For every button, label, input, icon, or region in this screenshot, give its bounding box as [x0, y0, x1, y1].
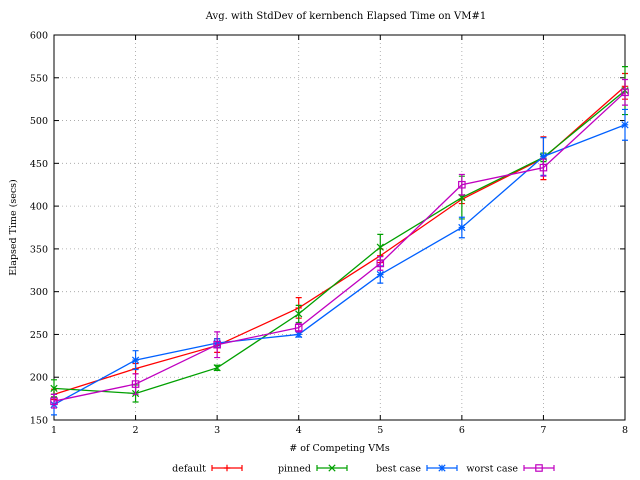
- series-pinned: [50, 66, 629, 403]
- legend-label: best case: [376, 464, 421, 475]
- data-point: [621, 121, 629, 129]
- x-tick-label: 7: [540, 425, 546, 436]
- data-point: [131, 356, 140, 364]
- series-line: [53, 90, 626, 395]
- data-point: [295, 310, 303, 318]
- series-line: [53, 124, 626, 406]
- x-axis-label: # of Competing VMs: [289, 443, 390, 454]
- data-point: [621, 88, 629, 97]
- data-point: [50, 397, 58, 405]
- data-point: [294, 323, 303, 332]
- legend-item: pinned: [278, 464, 348, 475]
- legend-swatch: [523, 465, 555, 471]
- series-layer: [50, 66, 629, 416]
- legend-item: worst case: [466, 464, 555, 475]
- data-point: [50, 384, 58, 392]
- x-tick-label: 2: [133, 425, 139, 436]
- legend: default pinned best case worst case: [172, 464, 555, 475]
- series-best-case: [50, 108, 629, 416]
- x-tick-label: 5: [377, 425, 383, 436]
- x-tick-label: 1: [51, 425, 57, 436]
- data-point: [376, 259, 385, 268]
- y-tick-label: 150: [30, 416, 48, 427]
- legend-marker: [223, 464, 231, 472]
- series-worst-case: [50, 78, 629, 409]
- data-point: [376, 243, 384, 251]
- chart-title: Avg. with StdDev of kernbench Elapsed Ti…: [205, 11, 487, 22]
- y-tick-label: 400: [30, 202, 48, 213]
- data-point: [458, 223, 466, 232]
- x-tick-label: 3: [214, 425, 220, 436]
- legend-marker: [328, 464, 336, 472]
- data-point: [376, 270, 384, 279]
- y-axis-label: Elapsed Time (secs): [8, 179, 19, 275]
- data-point: [539, 163, 548, 172]
- axis-ticks: 1 2 3 4 5 6 7 8 150 200 250 300 350 400 450 500 550 600: [30, 31, 628, 437]
- legend-label: pinned: [278, 464, 311, 475]
- legend-label: worst case: [466, 464, 518, 475]
- legend-marker: [438, 464, 446, 472]
- series-line: [53, 91, 626, 402]
- y-tick-label: 600: [30, 31, 48, 42]
- data-point: [295, 330, 303, 339]
- legend-item: default: [172, 464, 243, 475]
- y-tick-label: 500: [30, 116, 48, 127]
- data-point: [131, 380, 140, 388]
- y-tick-label: 450: [30, 159, 48, 170]
- series-line: [53, 85, 626, 395]
- data-point: [539, 152, 548, 161]
- x-tick-label: 4: [296, 425, 302, 436]
- y-tick-label: 300: [30, 287, 48, 298]
- y-tick-label: 550: [30, 73, 48, 84]
- data-point: [213, 364, 221, 372]
- legend-item: best case: [376, 464, 458, 475]
- legend-marker: [535, 464, 543, 472]
- plot-area-frame: [53, 34, 626, 421]
- data-point: [213, 340, 221, 349]
- y-tick-label: 250: [30, 330, 48, 341]
- x-tick-label: 8: [622, 425, 628, 436]
- data-point: [458, 180, 466, 189]
- x-tick-label: 6: [459, 425, 465, 436]
- y-tick-label: 200: [30, 373, 48, 384]
- y-tick-label: 350: [30, 244, 48, 255]
- grid: [54, 35, 625, 420]
- legend-label: default: [172, 464, 206, 475]
